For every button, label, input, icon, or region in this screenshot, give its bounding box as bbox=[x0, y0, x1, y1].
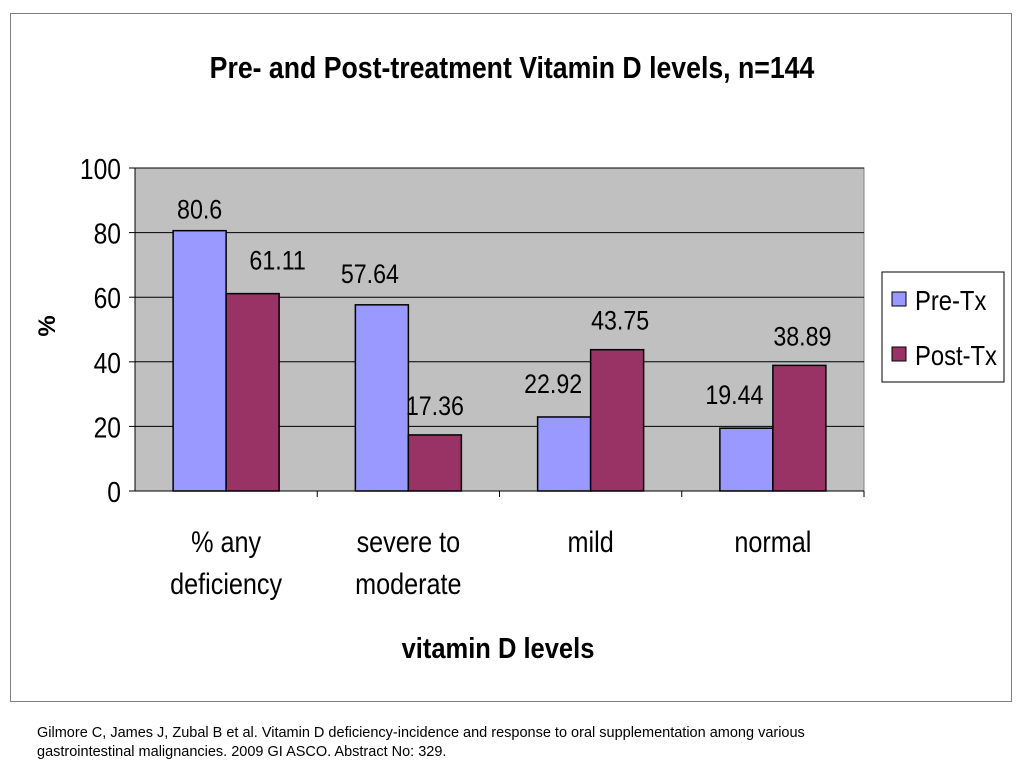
bar-post-tx-0 bbox=[225, 292, 280, 492]
data-label: 19.44 bbox=[705, 381, 763, 411]
y-tick-label: 40 bbox=[94, 347, 121, 379]
chart-title: Pre- and Post-treatment Vitamin D levels… bbox=[210, 51, 815, 85]
data-label: 61.11 bbox=[249, 246, 305, 276]
x-tick-label: mild bbox=[568, 525, 614, 559]
x-tick-label: deficiency bbox=[170, 567, 282, 601]
bar-pre-tx-0 bbox=[172, 229, 227, 492]
legend-label: Pre-Tx bbox=[915, 284, 986, 316]
citation-line-2: gastrointestinal malignancies. 2009 GI A… bbox=[37, 744, 447, 760]
x-axis-label: vitamin D levels bbox=[402, 631, 595, 664]
citation-caption: Gilmore C, James J, Zubal B et al. Vitam… bbox=[37, 724, 997, 762]
x-tick-label: moderate bbox=[355, 567, 461, 601]
data-label: 17.36 bbox=[406, 391, 464, 421]
bar-post-tx-2 bbox=[589, 348, 645, 492]
bar-pre-tx-3 bbox=[719, 427, 774, 492]
bar-post-tx-3 bbox=[772, 364, 827, 492]
y-tick-label: 80 bbox=[94, 218, 121, 250]
x-tick-label: severe to bbox=[357, 525, 461, 559]
legend-label: Post-Tx bbox=[915, 339, 997, 371]
bar-post-tx-1 bbox=[407, 434, 463, 492]
bar-pre-tx-1 bbox=[354, 304, 410, 492]
y-tick-label: 0 bbox=[107, 476, 121, 508]
data-label: 57.64 bbox=[341, 259, 399, 289]
data-label: 38.89 bbox=[773, 322, 831, 352]
legend-swatch bbox=[891, 291, 907, 307]
bar-pre-tx-2 bbox=[536, 416, 592, 492]
legend-swatch bbox=[891, 346, 907, 362]
data-label: 22.92 bbox=[524, 369, 582, 399]
x-tick-label: normal bbox=[734, 525, 811, 559]
y-tick-label: 100 bbox=[80, 153, 121, 185]
legend-box bbox=[881, 271, 1005, 383]
y-tick-label: 20 bbox=[94, 412, 121, 444]
x-tick-label: % any bbox=[191, 525, 261, 559]
data-label: 43.75 bbox=[591, 306, 649, 336]
citation-line-1: Gilmore C, James J, Zubal B et al. Vitam… bbox=[37, 725, 805, 741]
y-axis-label: % bbox=[34, 315, 61, 336]
y-tick-label: 60 bbox=[94, 282, 121, 314]
data-label: 80.6 bbox=[177, 195, 222, 225]
